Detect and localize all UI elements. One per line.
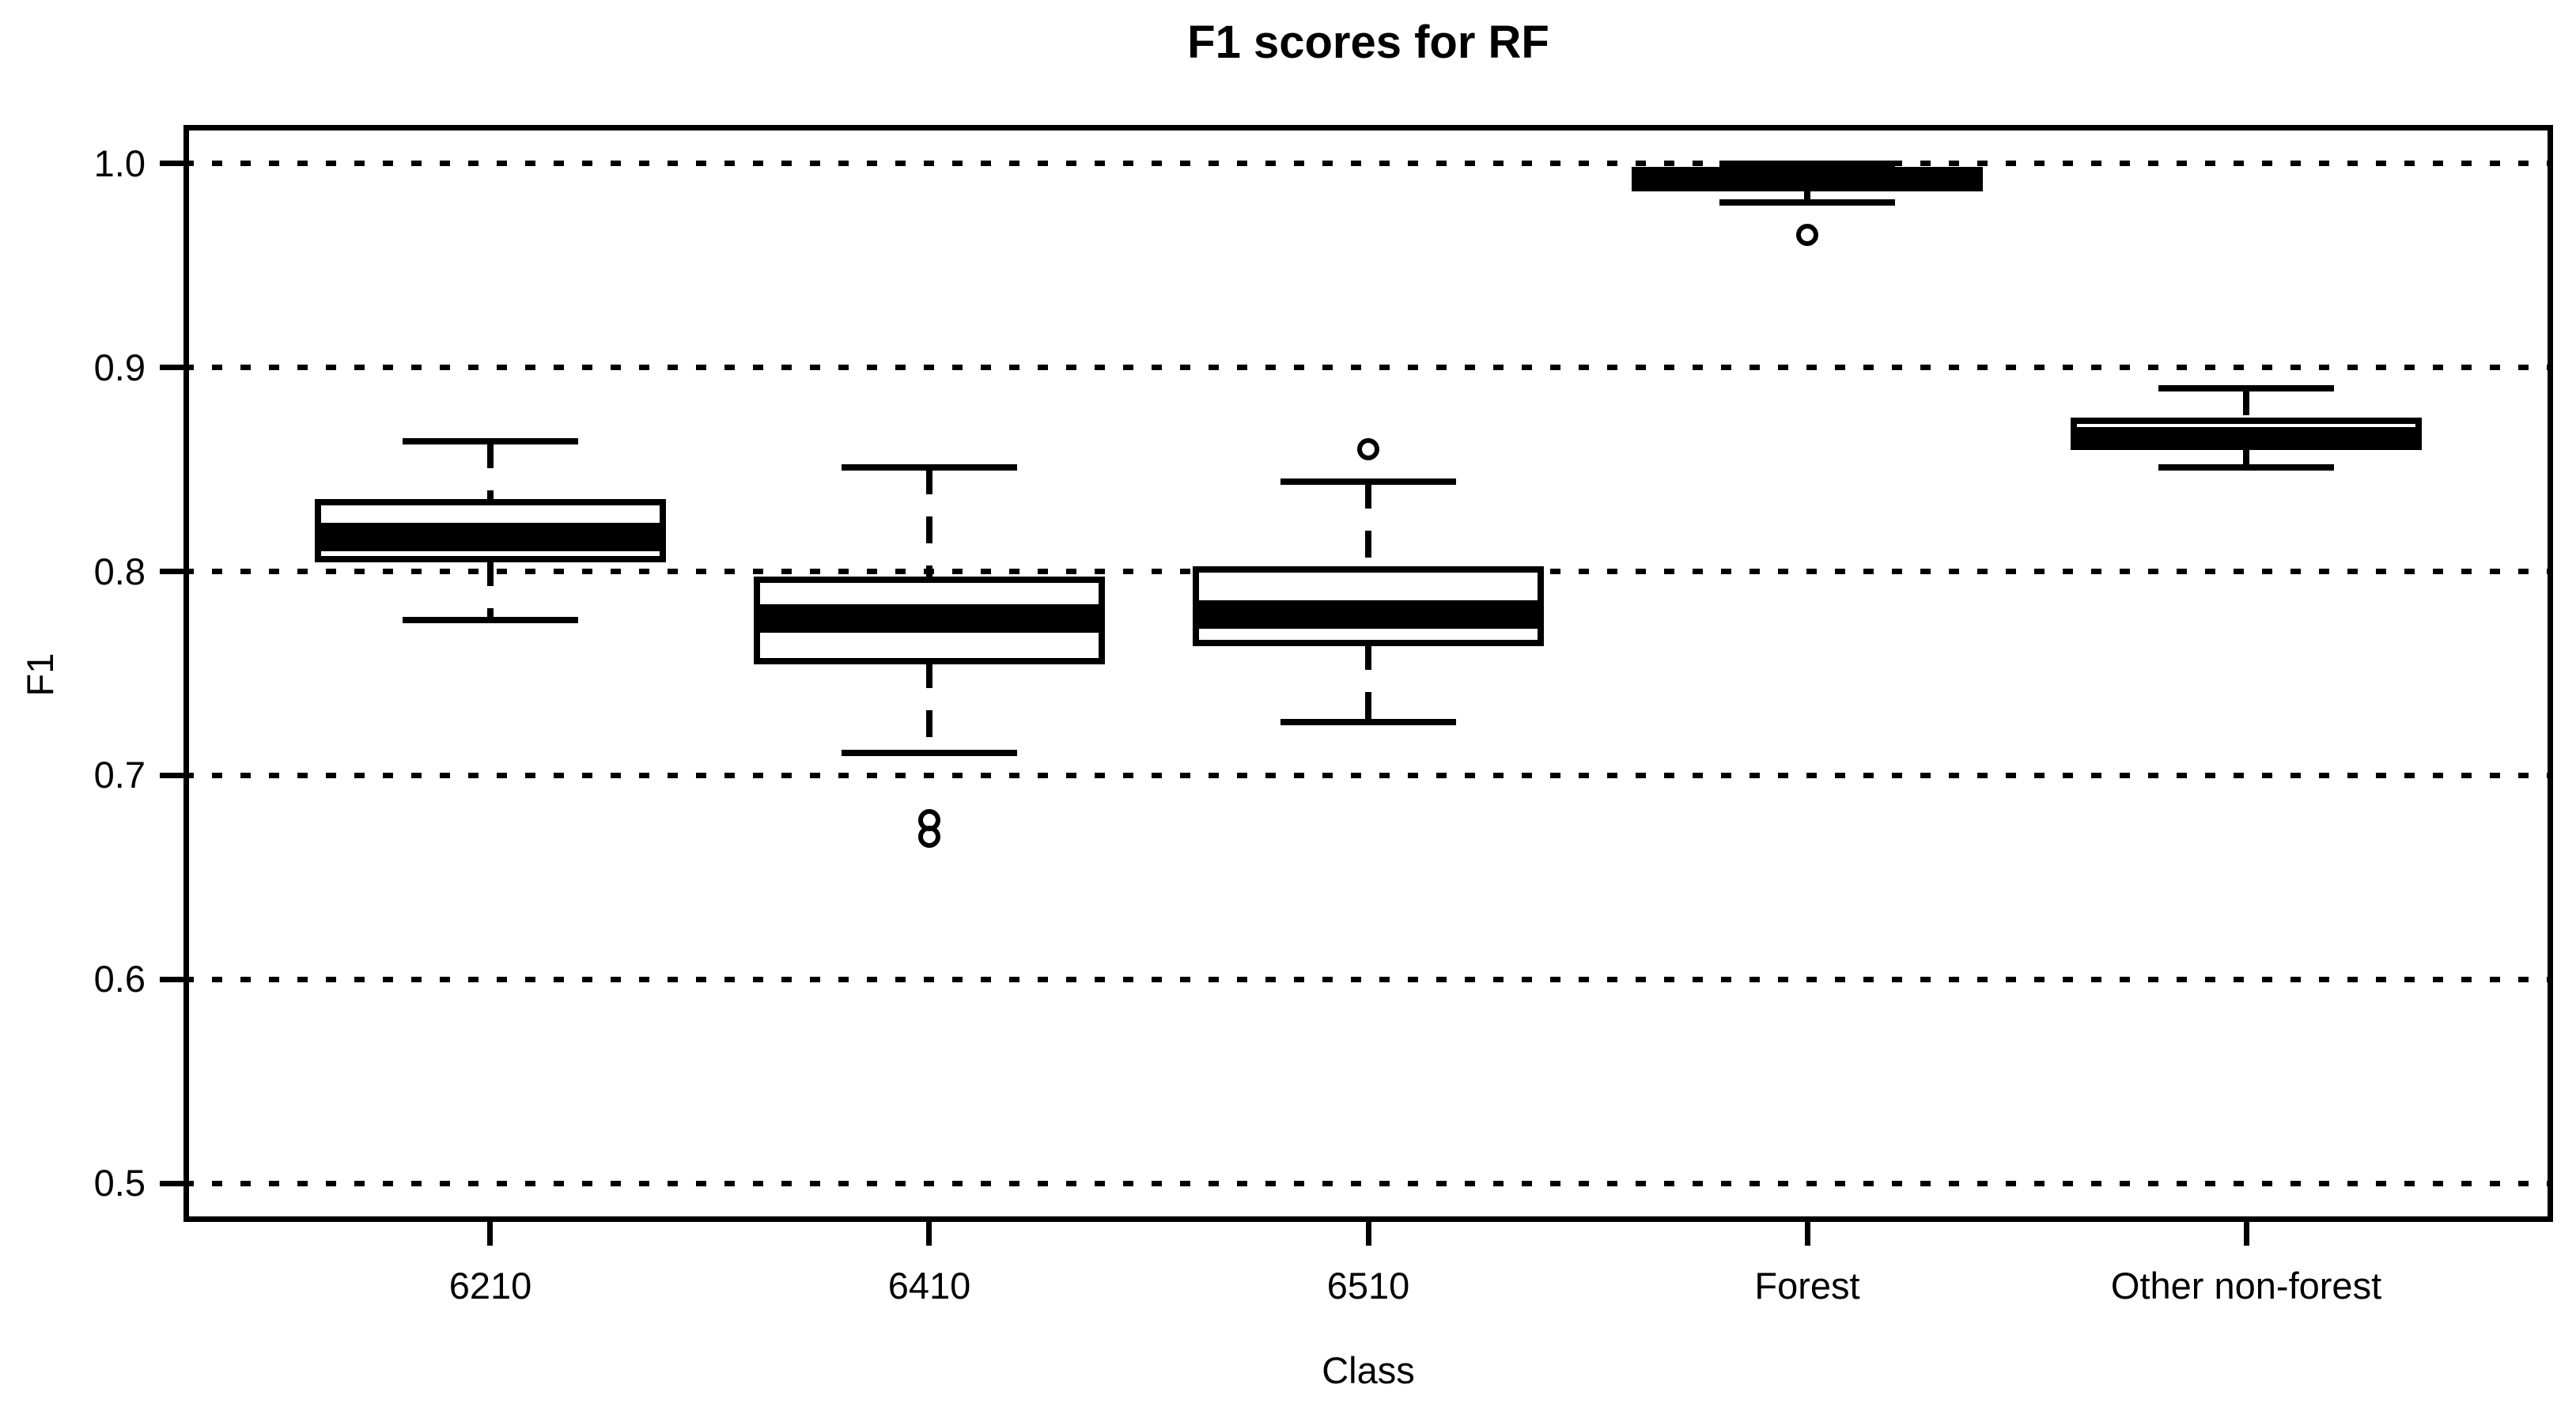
x-tick-Other non-forest: [2243, 1222, 2249, 1246]
gridline-0.5: [183, 1180, 2553, 1186]
outlier-point: [1357, 437, 1379, 460]
y-tick-label-0.7: 0.7: [93, 754, 146, 796]
median-line: [320, 523, 660, 552]
x-tick-label-Other non-forest: Other non-forest: [2110, 1265, 2382, 1307]
gridline-0.9: [183, 365, 2553, 371]
x-tick-label-6510: 6510: [1326, 1265, 1410, 1307]
x-tick-label-6410: 6410: [887, 1265, 971, 1307]
plot-border: [183, 125, 2553, 1222]
iqr-box: [314, 498, 666, 563]
lower-whisker-cap: [1719, 199, 1895, 206]
iqr-box: [1632, 166, 1983, 191]
y-tick-0.5: [160, 1180, 183, 1186]
median-line: [2077, 426, 2416, 444]
y-tick-label-1.0: 1.0: [93, 142, 146, 184]
iqr-box: [753, 576, 1105, 665]
y-tick-0.9: [160, 365, 183, 371]
median-line: [1638, 172, 1976, 185]
upper-whisker-cap: [2158, 384, 2335, 391]
y-tick-label-0.9: 0.9: [93, 346, 146, 388]
x-axis-label: Class: [1322, 1349, 1415, 1391]
upper-whisker-cap: [1719, 160, 1895, 167]
x-tick-6510: [1365, 1222, 1371, 1246]
lower-whisker-line: [2243, 447, 2250, 468]
lower-whisker-line: [1365, 642, 1371, 723]
y-tick-0.8: [160, 569, 183, 575]
gridline-0.6: [183, 976, 2553, 982]
chart-title: F1 scores for RF: [1187, 17, 1549, 68]
upper-whisker-cap: [841, 464, 1017, 471]
outlier-point: [917, 825, 940, 848]
y-axis-label: F1: [18, 652, 61, 697]
x-tick-6210: [487, 1222, 494, 1246]
lower-whisker-line: [925, 661, 932, 754]
lower-whisker-cap: [841, 750, 1017, 757]
lower-whisker-cap: [2158, 464, 2335, 471]
upper-whisker-cap: [402, 437, 578, 444]
upper-whisker-line: [2243, 388, 2250, 421]
iqr-box: [2071, 417, 2423, 451]
x-tick-label-6210: 6210: [448, 1265, 532, 1307]
lower-whisker-line: [486, 559, 494, 621]
y-tick-label-0.6: 0.6: [93, 958, 146, 1000]
median-line: [759, 604, 1099, 634]
upper-whisker-line: [486, 441, 494, 502]
upper-whisker-line: [1365, 482, 1371, 569]
y-tick-label-0.8: 0.8: [93, 550, 146, 592]
outlier-point: [1796, 224, 1818, 247]
gridline-1.0: [183, 161, 2553, 167]
upper-whisker-cap: [1280, 478, 1456, 486]
x-tick-Forest: [1804, 1222, 1810, 1246]
y-tick-0.6: [160, 976, 183, 982]
lower-whisker-line: [1804, 187, 1810, 202]
lower-whisker-cap: [1280, 719, 1456, 726]
y-tick-label-0.5: 0.5: [93, 1162, 146, 1205]
y-tick-0.7: [160, 772, 183, 778]
y-tick-1.0: [160, 161, 183, 167]
lower-whisker-cap: [402, 617, 578, 624]
gridline-0.7: [183, 772, 2553, 778]
iqr-box: [1193, 566, 1544, 646]
median-line: [1199, 599, 1538, 629]
x-tick-6410: [926, 1222, 932, 1246]
upper-whisker-line: [925, 467, 932, 580]
x-tick-label-Forest: Forest: [1754, 1265, 1860, 1307]
